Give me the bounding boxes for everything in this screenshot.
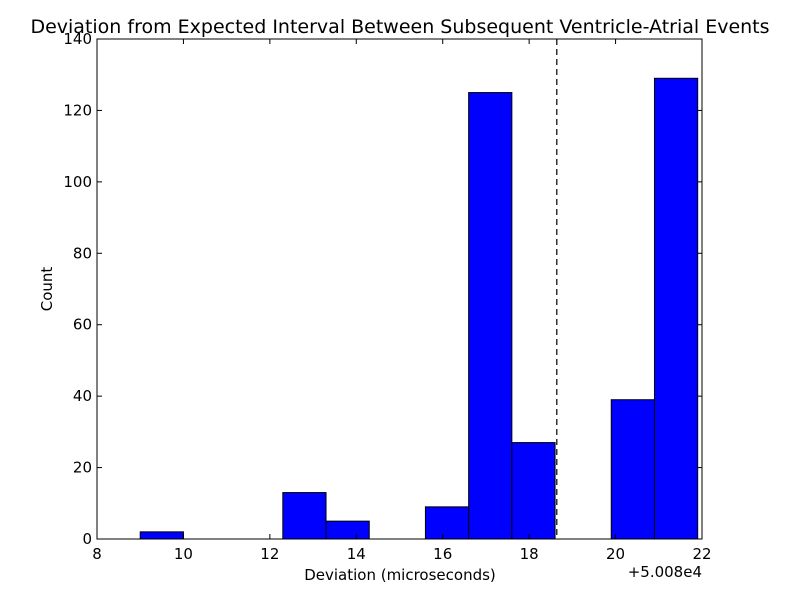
x-tick-label-1: 10 bbox=[174, 545, 193, 563]
histogram-bar-11 bbox=[653, 77, 699, 540]
histogram-bar-4 bbox=[325, 520, 370, 540]
y-tick-label-1: 20 bbox=[73, 459, 92, 477]
x-tick-label-3: 14 bbox=[347, 545, 366, 563]
y-axis-label: Count bbox=[38, 267, 56, 312]
y-tick-label-2: 40 bbox=[73, 387, 92, 405]
ticks-layer: 8 10 12 14 16 18 20 22 0 20 40 60 80 100 120 140 bbox=[63, 30, 711, 563]
x-tick-label-7: 22 bbox=[692, 545, 711, 563]
x-tick-label-6: 20 bbox=[606, 545, 625, 563]
x-axis-label: Deviation (microseconds) bbox=[304, 566, 496, 584]
x-tick-label-5: 18 bbox=[520, 545, 539, 563]
plot-frame bbox=[96, 38, 703, 540]
histogram-bar-3 bbox=[282, 492, 327, 540]
histogram-bar-8 bbox=[511, 442, 556, 540]
x-tick-label-4: 16 bbox=[433, 545, 452, 563]
x-axis-offset-label: +5.008e4 bbox=[628, 563, 702, 581]
y-tick-label-7: 140 bbox=[63, 30, 92, 48]
y-tick-label-6: 120 bbox=[63, 101, 92, 119]
y-tick-label-5: 100 bbox=[63, 173, 92, 191]
histogram-bar-7 bbox=[468, 92, 513, 540]
y-tick-label-3: 60 bbox=[73, 316, 92, 334]
chart-title: Deviation from Expected Interval Between… bbox=[30, 16, 769, 38]
y-tick-label-0: 0 bbox=[82, 530, 92, 548]
bars-layer bbox=[139, 39, 699, 540]
y-tick-label-4: 80 bbox=[73, 244, 92, 262]
x-tick-label-2: 12 bbox=[260, 545, 279, 563]
histogram-bar-0 bbox=[139, 531, 184, 540]
x-tick-label-0: 8 bbox=[92, 545, 102, 563]
histogram-bar-6 bbox=[424, 506, 470, 540]
histogram-bar-10 bbox=[610, 399, 655, 540]
